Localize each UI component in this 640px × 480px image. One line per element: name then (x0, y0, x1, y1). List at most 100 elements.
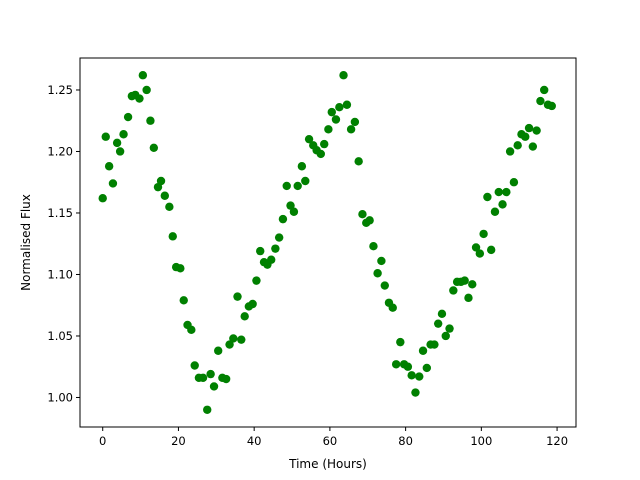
data-point (524, 123, 534, 133)
data-point (289, 207, 299, 216)
data-point (403, 362, 413, 371)
data-point (142, 85, 151, 95)
data-point (498, 200, 507, 209)
data-point (373, 269, 382, 278)
data-point (505, 147, 515, 156)
data-point (418, 346, 428, 355)
data-point (490, 207, 500, 216)
data-point (540, 85, 549, 95)
data-point (271, 244, 280, 253)
data-point (233, 292, 242, 301)
data-point (445, 324, 454, 333)
data-point (179, 296, 188, 305)
data-point (320, 139, 329, 149)
data-point (214, 346, 223, 355)
data-point (521, 132, 530, 141)
data-point (342, 100, 352, 109)
data-point (209, 382, 219, 391)
data-point (358, 210, 367, 219)
data-point (274, 233, 284, 242)
data-point (149, 143, 159, 152)
data-point (112, 138, 122, 148)
y-tick-label: 1.00 (47, 390, 73, 404)
data-point (415, 372, 424, 381)
data-point (237, 335, 246, 344)
data-point (206, 369, 215, 379)
x-tick-label: 120 (546, 434, 568, 448)
data-point (108, 179, 118, 188)
data-point (104, 162, 114, 171)
data-point (286, 201, 295, 210)
x-tick-label: 40 (247, 434, 262, 448)
data-point (430, 340, 439, 349)
data-point (304, 134, 314, 144)
data-point (468, 280, 477, 289)
data-point (115, 147, 125, 156)
data-point (422, 363, 432, 373)
data-point (483, 192, 492, 202)
data-point (377, 256, 386, 266)
data-point (165, 202, 174, 212)
data-point (282, 181, 291, 191)
data-point (354, 157, 363, 166)
data-point (123, 112, 133, 122)
data-point (486, 245, 496, 255)
data-point (380, 281, 389, 290)
data-point (187, 325, 196, 335)
data-point (316, 149, 326, 159)
data-point (324, 125, 333, 134)
data-point (156, 176, 166, 186)
data-point (98, 194, 107, 203)
data-point (494, 187, 503, 197)
x-tick-label: 60 (323, 434, 338, 448)
data-points (98, 71, 556, 414)
data-point (471, 243, 481, 252)
data-point (301, 176, 310, 186)
y-tick-label: 1.25 (47, 83, 73, 97)
data-point (391, 360, 401, 369)
data-point (369, 241, 378, 251)
data-point (532, 126, 541, 135)
data-point (388, 303, 397, 312)
data-point (528, 142, 538, 151)
data-point (536, 96, 545, 106)
data-point (335, 103, 344, 112)
data-point (190, 361, 199, 370)
data-point (396, 337, 405, 347)
x-axis-label: Time (Hours) (288, 457, 367, 471)
y-axis-ticks: 1.00 1.05 1.10 1.15 1.20 1.25 (47, 83, 80, 404)
data-point (146, 116, 155, 125)
data-point (449, 286, 458, 295)
y-tick-label: 1.10 (47, 267, 73, 281)
x-axis-ticks: 0 20 40 60 80 100 120 (99, 427, 568, 448)
x-tick-label: 80 (398, 434, 413, 448)
data-point (278, 214, 288, 224)
data-point (138, 71, 148, 80)
x-tick-label: 0 (99, 434, 106, 448)
data-point (240, 312, 249, 321)
data-point (464, 293, 473, 303)
data-point (479, 229, 488, 239)
data-point (203, 405, 212, 414)
axes-frame (79, 57, 577, 428)
data-point (441, 331, 450, 341)
data-point (513, 141, 522, 150)
data-point (502, 187, 511, 197)
data-point (331, 115, 341, 124)
data-point (229, 334, 238, 343)
x-tick-label: 100 (470, 434, 492, 448)
y-tick-label: 1.20 (47, 144, 73, 158)
data-point (101, 132, 110, 141)
data-point (327, 107, 336, 117)
data-point (135, 94, 144, 103)
data-point (407, 371, 416, 380)
data-point (547, 101, 556, 111)
data-point (350, 117, 360, 127)
data-point (437, 309, 447, 319)
y-axis-label: Normalised Flux (19, 194, 33, 291)
data-point (339, 71, 348, 80)
data-point (221, 374, 231, 384)
data-point (267, 255, 276, 264)
